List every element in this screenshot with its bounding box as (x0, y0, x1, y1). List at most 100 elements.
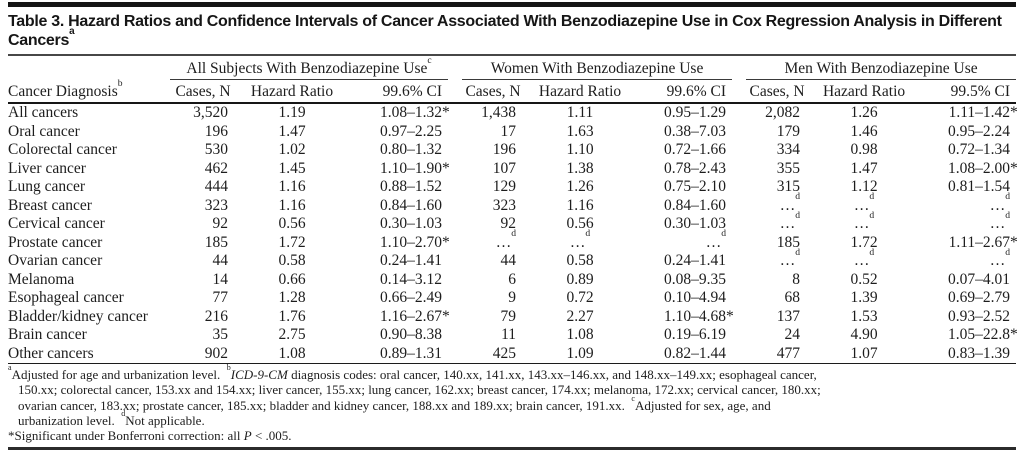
ci-cell: 0.66–2.49 (380, 289, 443, 306)
top-rule-bar (8, 2, 1016, 7)
column-header-ci: 99.5% CI (920, 79, 1017, 104)
title-divider (8, 54, 1016, 56)
table-row: Prostate cancer 185 1.72 1.10–2.70* …d …d …d 18… (8, 228, 1018, 253)
ci-cell: 0.84–1.60 (664, 196, 727, 214)
cases-cell: 9 (508, 289, 517, 306)
hazard-ratio-cell: 1.72 (278, 233, 306, 251)
cases-cell: 6 (508, 270, 517, 288)
hazard-ratio-cell: 1.26 (566, 178, 594, 195)
ci-cell: 0.72–1.34 (948, 141, 1011, 158)
ci-cell: 0.93–2.52 (948, 307, 1011, 325)
column-header-hazard-ratio: Hazard Ratio (808, 79, 921, 104)
group-header-row: All Subjects With Benzodiazepine Usec Wo… (8, 55, 1017, 80)
column-header-cases: Cases, N (462, 79, 525, 104)
spacer-cell (732, 79, 747, 104)
hazard-ratio-cell: 1.09 (566, 344, 594, 362)
ci-cell: 0.83–1.39 (948, 344, 1011, 362)
footnote-line: aAdjusted for age and urbanization level… (8, 363, 817, 382)
column-header-diagnosis: Cancer Diagnosisb (8, 78, 170, 104)
cases-cell: …d (779, 246, 801, 269)
hazard-ratio-cell: 1.08 (278, 344, 306, 362)
cases-cell: 196 (492, 141, 517, 158)
spacer-cell (732, 252, 746, 271)
table-row: Esophageal cancer 77 1.28 0.66–2.49 9 0.72 0.1… (8, 289, 1016, 308)
ci-cell: 1.16–2.67* (380, 307, 450, 325)
hazard-ratio-cell: 1.72 (850, 233, 878, 251)
footnote-line: urbanization level. dNot applicable. (18, 408, 205, 428)
ci-cell: 0.82–1.44 (664, 344, 727, 362)
spacer-cell (732, 308, 746, 327)
cases-cell: 92 (500, 215, 517, 232)
group-header-men: Men With Benzodiazepine Use (746, 58, 1017, 80)
hazard-ratio-cell: 1.07 (850, 344, 878, 362)
cases-cell: 92 (212, 215, 229, 232)
table-row: Cervical cancer 92 0.56 0.30–1.03 92 0.56 0.30… (8, 210, 1016, 234)
table-title: Table 3. Hazard Ratios and Confidence In… (8, 13, 1002, 49)
cases-cell: 315 (776, 178, 801, 195)
cases-cell: 477 (776, 344, 801, 362)
hazard-ratio-cell: 1.45 (278, 159, 306, 177)
hazard-ratio-cell: 0.58 (566, 252, 594, 269)
diagnosis-cell: Liver cancer (8, 159, 86, 177)
cases-cell: 323 (492, 196, 517, 214)
spacer-cell (732, 141, 746, 160)
hazard-ratio-cell: 1.16 (566, 196, 594, 214)
spacer-cell (448, 141, 462, 160)
table-row: Oral cancer 196 1.47 0.97–2.25 17 1.63 0.38–7.… (8, 123, 1016, 142)
cases-cell: 68 (784, 289, 801, 306)
hazard-ratio-cell: 0.98 (850, 141, 878, 158)
spacer-cell (448, 197, 462, 216)
table-row: Other cancers 902 1.08 0.89–1.31 425 1.09 0.82… (8, 345, 1016, 364)
hazard-ratio-cell: 1.46 (850, 122, 878, 140)
ci-cell: 0.24–1.41 (380, 252, 443, 269)
cases-cell: 137 (776, 307, 801, 325)
ci-cell: 1.11–2.67* (948, 233, 1018, 251)
diagnosis-cell: Oral cancer (8, 122, 80, 140)
hazard-ratio-cell: 1.02 (278, 141, 306, 158)
column-header-row: Cancer Diagnosisb Cases, N Hazard Ratio … (8, 78, 1017, 104)
spacer-cell (448, 160, 462, 179)
ci-cell: 0.30–1.03 (664, 215, 727, 232)
hazard-ratio-cell: 0.56 (278, 215, 306, 232)
cases-cell: 44 (212, 252, 229, 269)
hazard-ratio-cell: 1.08 (566, 326, 594, 343)
ci-cell: 0.97–2.25 (380, 122, 443, 140)
ci-cell: 0.95–1.29 (664, 104, 727, 121)
cases-cell: 323 (204, 196, 228, 214)
spacer-cell (448, 123, 462, 142)
column-header-hazard-ratio: Hazard Ratio (524, 79, 637, 104)
table-row: Bladder/kidney cancer 216 1.76 1.16–2.67* 79… (8, 308, 1016, 327)
hazard-ratio-cell: …d (569, 228, 591, 251)
spacer-cell (448, 58, 462, 80)
hazard-ratio-cell: 0.56 (566, 215, 594, 232)
cases-cell: 179 (776, 122, 801, 140)
ci-cell: 1.10–2.70* (380, 233, 450, 251)
cases-cell: 462 (204, 159, 228, 177)
cases-cell: 185 (776, 233, 801, 251)
cases-cell: 24 (784, 326, 801, 343)
hazard-ratio-cell: 1.11 (566, 104, 594, 121)
diagnosis-cell: Ovarian cancer (8, 252, 103, 269)
hazard-ratio-cell: 1.53 (850, 307, 878, 325)
group-header-all-subjects: All Subjects With Benzodiazepine Usec (170, 55, 449, 80)
ci-cell: 0.07–4.01 (948, 270, 1011, 288)
hazard-ratio-cell: 1.16 (278, 178, 306, 195)
hazard-ratio-cell: 1.19 (278, 104, 306, 121)
ci-cell: 0.80–1.32 (380, 141, 443, 158)
cases-cell: 2,082 (765, 104, 801, 121)
ci-cell: 0.78–2.43 (664, 159, 727, 177)
cases-cell: 425 (492, 344, 517, 362)
ci-cell: 1.10–4.68* (664, 307, 734, 325)
ci-cell: 0.90–8.38 (380, 326, 443, 343)
hazard-ratio-cell: 4.90 (850, 326, 878, 343)
hazard-ratio-cell: 1.39 (850, 289, 878, 306)
hazard-ratio-cell: 1.26 (850, 104, 878, 121)
cases-cell: 35 (212, 326, 229, 343)
ci-cell: 0.30–1.03 (380, 215, 443, 232)
hazard-ratio-cell: 1.38 (566, 159, 594, 177)
spacer-cell (448, 252, 462, 271)
hazard-ratio-cell: 0.58 (278, 252, 306, 269)
group-header-women: Women With Benzodiazepine Use (462, 58, 733, 80)
cases-cell: 107 (492, 159, 517, 177)
ci-cell: 1.10–1.90* (380, 159, 450, 177)
